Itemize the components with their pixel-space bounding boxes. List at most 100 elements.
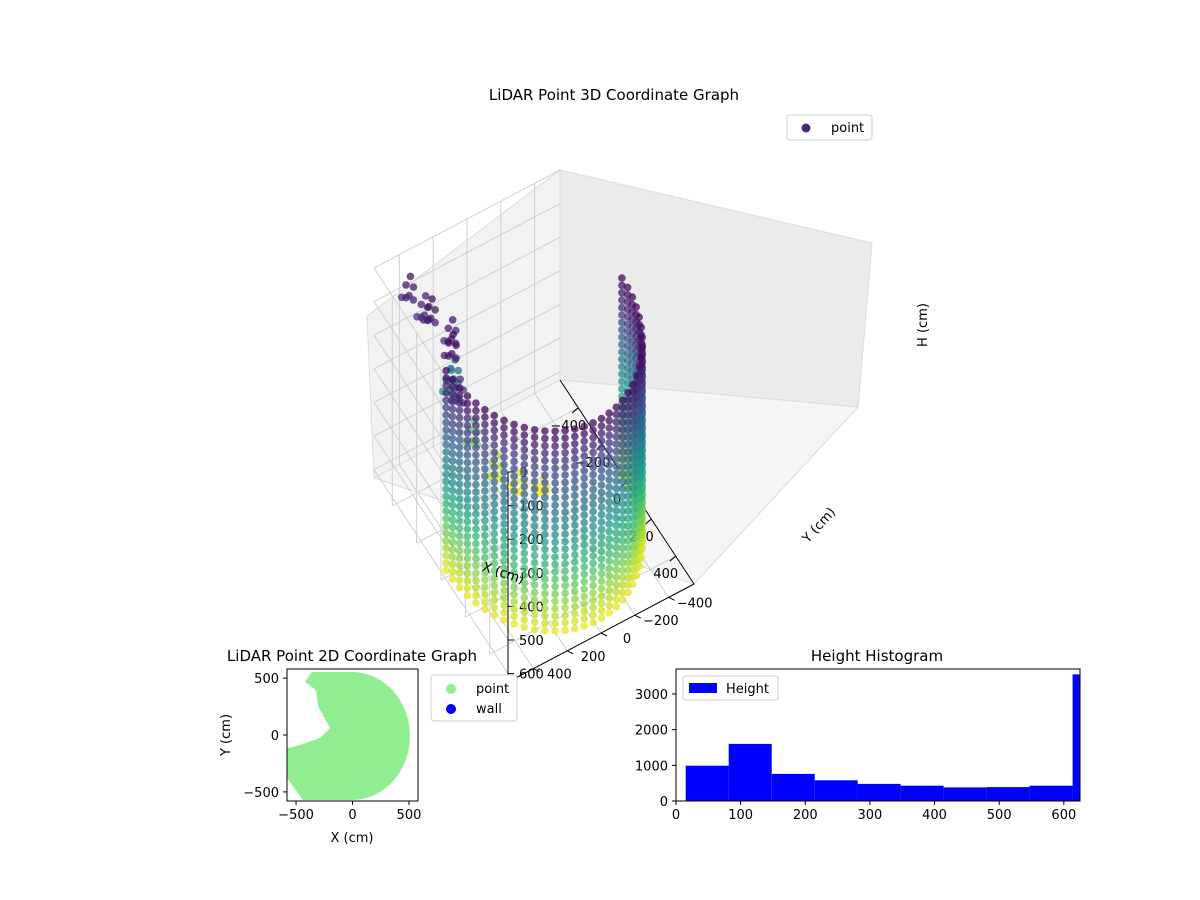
point-3d: [500, 483, 508, 491]
tick-label-x-hist: 400: [922, 808, 947, 823]
point-3d: [472, 488, 480, 496]
point-3d: [618, 448, 627, 456]
point-3d: [589, 419, 597, 427]
point-3d: [637, 457, 646, 465]
point-3d: [541, 508, 549, 517]
point-3d: [472, 458, 480, 467]
point-3d: [520, 593, 529, 602]
point-3d: [589, 544, 597, 553]
point-3d: [551, 590, 559, 598]
point-3d: [551, 427, 559, 436]
point-3d: [580, 585, 588, 593]
point-3d: [561, 567, 569, 575]
point-3d: [612, 588, 621, 596]
point-3d: [472, 510, 480, 518]
point-3d: [481, 590, 489, 599]
point-3d: [530, 477, 539, 486]
point-3d: [597, 429, 606, 438]
point-3d: [448, 560, 457, 569]
point-3d: [580, 570, 588, 578]
point-3d: [541, 575, 549, 583]
plot3d-title: LiDAR Point 3D Coordinate Graph: [489, 86, 739, 104]
point-3d: [571, 602, 579, 611]
point-3d: [510, 509, 518, 517]
point-3d: [442, 381, 450, 390]
point-3d: [637, 427, 646, 436]
point-3d: [624, 588, 632, 597]
point-3d: [629, 580, 637, 589]
point-3d: [448, 531, 457, 539]
point-3d: [481, 442, 489, 451]
histogram-frame: [675, 668, 1081, 802]
point-3d: [490, 552, 499, 560]
point-3d: [561, 493, 569, 502]
point-3d: [402, 281, 410, 289]
point-3d: [580, 614, 588, 623]
point-3d: [510, 457, 518, 466]
point-3d: [472, 429, 480, 437]
point-3d: [463, 525, 472, 533]
point-3d: [520, 542, 529, 550]
point-3d: [510, 531, 518, 540]
point-3d: [472, 465, 480, 474]
legend-2d-label-wall: wall: [476, 702, 502, 717]
point-3d: [481, 479, 489, 488]
grid-z-left: [373, 236, 561, 336]
x-axis-label-2d: X (cm): [331, 831, 374, 846]
point-3d: [571, 528, 579, 537]
tick-label-y-3d: −400: [677, 596, 713, 611]
point-3d: [500, 601, 508, 609]
point-3d: [442, 396, 450, 405]
point-3d: [605, 527, 613, 536]
point-3d: [541, 612, 549, 620]
point-3d: [490, 419, 499, 427]
point-3d: [561, 500, 569, 509]
point-3d: [444, 324, 453, 333]
point-3d: [455, 428, 464, 437]
point-3d: [612, 521, 621, 530]
point-3d: [463, 517, 472, 526]
point-3d: [442, 411, 450, 419]
point-3d: [637, 397, 646, 406]
point-3d: [448, 501, 457, 510]
point-3d: [580, 540, 588, 549]
point-3d: [597, 444, 606, 452]
point-3d: [561, 522, 569, 531]
grid-z-back: [373, 469, 509, 674]
tick-label-y-2d: −500: [243, 786, 279, 801]
point-3d: [472, 539, 480, 548]
point-3d: [490, 589, 499, 597]
point-3d: [612, 477, 621, 485]
point-3d: [605, 586, 613, 595]
point-3d: [520, 586, 529, 594]
point-3d: [618, 588, 627, 597]
tick-label-z-3d: 500: [519, 634, 544, 649]
point-3d: [571, 617, 579, 625]
point-3d: [589, 618, 597, 627]
point-3d: [431, 306, 440, 314]
tick-label-y-hist: 2000: [635, 724, 668, 739]
point-3d: [455, 421, 464, 429]
point-3d: [510, 487, 518, 495]
point-3d: [618, 573, 627, 582]
point-3d: [551, 545, 559, 554]
point-3d: [612, 543, 621, 552]
point-3d: [463, 532, 472, 541]
point-3d: [628, 293, 637, 301]
point-3d: [551, 501, 559, 510]
point-3d: [500, 542, 508, 550]
point-3d: [580, 489, 588, 497]
point-3d: [448, 420, 457, 428]
point-3d: [580, 518, 588, 527]
point-3d: [490, 574, 499, 582]
point-3d: [551, 494, 559, 502]
point-3d: [589, 611, 597, 619]
point-3d: [571, 513, 579, 522]
tick-label-x-hist: 600: [1051, 808, 1076, 823]
point-3d: [637, 508, 646, 517]
point-3d: [472, 569, 480, 577]
point-3d: [442, 499, 450, 508]
point-3d: [442, 463, 450, 471]
point-3d: [490, 603, 499, 612]
